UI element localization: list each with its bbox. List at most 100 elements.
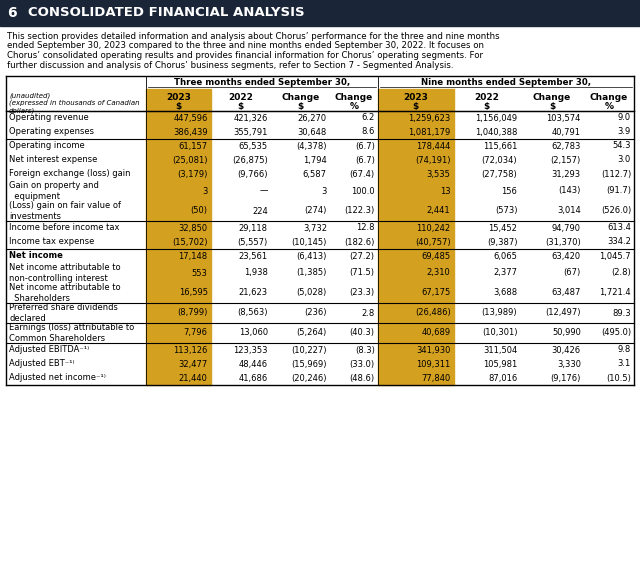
Bar	[378, 283, 454, 303]
Text: Three months ended September 30,: Three months ended September 30,	[173, 78, 350, 87]
Text: (9,766): (9,766)	[237, 170, 268, 178]
Text: (2,157): (2,157)	[550, 155, 581, 164]
Bar	[378, 167, 454, 181]
Text: 67,175: 67,175	[421, 288, 451, 298]
Text: (8,799): (8,799)	[177, 309, 207, 317]
Text: Nine months ended September 30,: Nine months ended September 30,	[421, 78, 591, 87]
Text: (6.7): (6.7)	[355, 141, 375, 151]
Text: (27,758): (27,758)	[482, 170, 517, 178]
Text: Chorus’ consolidated operating results and provides financial information for Ch: Chorus’ consolidated operating results a…	[7, 51, 483, 60]
Text: 105,981: 105,981	[483, 359, 517, 369]
Bar	[146, 139, 211, 153]
Bar	[146, 357, 211, 371]
Text: (Loss) gain on fair value of
investments: (Loss) gain on fair value of investments	[9, 201, 121, 220]
Text: 1,040,388: 1,040,388	[475, 128, 517, 137]
Text: (12,497): (12,497)	[545, 309, 581, 317]
Text: 41,686: 41,686	[239, 373, 268, 383]
Text: 386,439: 386,439	[173, 128, 207, 137]
Text: 62,783: 62,783	[552, 141, 581, 151]
Text: (143): (143)	[559, 186, 581, 196]
Bar	[378, 181, 454, 201]
Text: —: —	[259, 186, 268, 196]
Text: (10.5): (10.5)	[606, 373, 631, 383]
Text: %: %	[349, 102, 358, 111]
Text: (26,486): (26,486)	[415, 309, 451, 317]
Text: 8.6: 8.6	[362, 128, 375, 137]
Text: (6,413): (6,413)	[296, 252, 327, 260]
Text: 9.8: 9.8	[618, 346, 631, 354]
Text: 1,259,623: 1,259,623	[408, 114, 451, 122]
Text: 123,353: 123,353	[234, 346, 268, 354]
Text: (48.6): (48.6)	[349, 373, 375, 383]
Bar	[378, 371, 454, 385]
Text: Adjusted EBT⁻¹⁾: Adjusted EBT⁻¹⁾	[9, 359, 75, 369]
Text: 311,504: 311,504	[483, 346, 517, 354]
Bar	[378, 357, 454, 371]
Text: (67): (67)	[564, 268, 581, 278]
Bar	[146, 167, 211, 181]
Text: 447,596: 447,596	[173, 114, 207, 122]
Text: 178,444: 178,444	[416, 141, 451, 151]
Text: 15,452: 15,452	[488, 223, 517, 233]
Text: (236): (236)	[305, 309, 327, 317]
Text: Operating income: Operating income	[9, 141, 84, 151]
Text: 1,794: 1,794	[303, 155, 327, 164]
Text: (573): (573)	[495, 207, 517, 215]
Text: (9,176): (9,176)	[550, 373, 581, 383]
Text: 16,595: 16,595	[179, 288, 207, 298]
Bar	[378, 201, 454, 221]
Text: Income before income tax: Income before income tax	[9, 223, 120, 233]
Bar	[146, 235, 211, 249]
Text: 2022: 2022	[228, 93, 253, 102]
Text: 2,310: 2,310	[427, 268, 451, 278]
Text: (27.2): (27.2)	[349, 252, 375, 260]
Text: (23.3): (23.3)	[349, 288, 375, 298]
Text: (15,702): (15,702)	[172, 238, 207, 246]
Text: 2.8: 2.8	[362, 309, 375, 317]
Text: 65,535: 65,535	[239, 141, 268, 151]
Text: 2022: 2022	[474, 93, 499, 102]
Text: 61,157: 61,157	[179, 141, 207, 151]
Bar	[146, 125, 211, 139]
Text: (26,875): (26,875)	[232, 155, 268, 164]
Text: 40,791: 40,791	[552, 128, 581, 137]
Text: 1,045.7: 1,045.7	[600, 252, 631, 260]
Bar	[378, 89, 454, 111]
Bar	[146, 221, 211, 235]
Text: Net interest expense: Net interest expense	[9, 155, 97, 164]
Text: 77,840: 77,840	[421, 373, 451, 383]
Text: 30,648: 30,648	[298, 128, 327, 137]
Text: 21,440: 21,440	[179, 373, 207, 383]
Text: (91.7): (91.7)	[606, 186, 631, 196]
Text: 100.0: 100.0	[351, 186, 375, 196]
Bar	[378, 343, 454, 357]
Bar	[378, 323, 454, 343]
Bar	[146, 181, 211, 201]
Text: (unaudited)
(expressed in thousands of Canadian
dollars): (unaudited) (expressed in thousands of C…	[9, 92, 140, 114]
Bar	[378, 125, 454, 139]
Text: 13: 13	[440, 186, 451, 196]
Text: $: $	[297, 102, 303, 111]
Text: 3,330: 3,330	[557, 359, 581, 369]
Text: (8.3): (8.3)	[355, 346, 375, 354]
Text: 50,990: 50,990	[552, 328, 581, 338]
Text: (71.5): (71.5)	[349, 268, 375, 278]
Text: (1,385): (1,385)	[296, 268, 327, 278]
Text: (74,191): (74,191)	[415, 155, 451, 164]
Text: (8,563): (8,563)	[237, 309, 268, 317]
Text: 31,293: 31,293	[552, 170, 581, 178]
Text: 2,441: 2,441	[427, 207, 451, 215]
Text: (15,969): (15,969)	[291, 359, 327, 369]
Text: (274): (274)	[305, 207, 327, 215]
Text: (10,227): (10,227)	[291, 346, 327, 354]
Bar	[378, 303, 454, 323]
Text: 224: 224	[252, 207, 268, 215]
Text: 12.8: 12.8	[356, 223, 375, 233]
Text: Operating revenue: Operating revenue	[9, 114, 89, 122]
Text: 40,689: 40,689	[421, 328, 451, 338]
Text: Gain on property and
  equipment: Gain on property and equipment	[9, 181, 99, 201]
Text: further discussion and analysis of Chorus’ business segments, refer to Section 7: further discussion and analysis of Choru…	[7, 61, 454, 69]
Text: (10,301): (10,301)	[482, 328, 517, 338]
Text: 103,574: 103,574	[547, 114, 581, 122]
Text: (40.3): (40.3)	[349, 328, 375, 338]
